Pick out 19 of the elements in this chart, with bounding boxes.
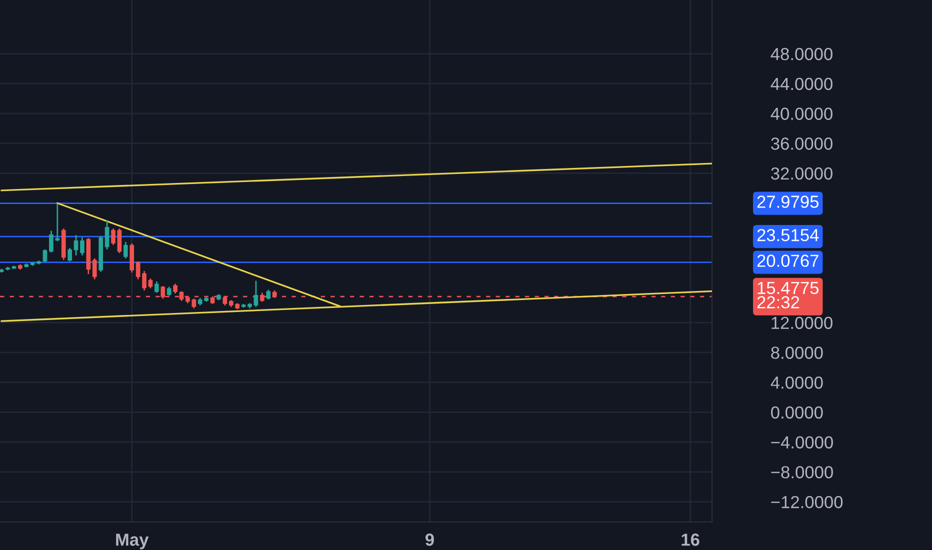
y-tick-label: 8.0000 — [771, 346, 823, 359]
ref-line-label: 23.5154 — [757, 228, 819, 242]
ref-line-label: 27.9795 — [757, 196, 819, 208]
y-tick-label: 40.0000 — [770, 108, 832, 120]
y-tick-label: 12.0000 — [772, 316, 832, 330]
y-tick-label: −8.0000 — [771, 466, 833, 478]
x-tick-label: 9 — [425, 534, 434, 546]
ref-line-label: 20.0767 — [757, 254, 818, 267]
y-tick-label: 32.0000 — [771, 167, 832, 180]
x-tick-label: May — [116, 534, 149, 550]
y-tick-label: 48.0000 — [770, 48, 832, 60]
y-tick-label: 0.0000 — [771, 406, 823, 419]
y-tick-label: 44.0000 — [770, 78, 832, 90]
x-tick-label: 16 — [682, 534, 700, 546]
y-tick-label: −12.0000 — [771, 496, 843, 508]
ref-line-label: 15.4775 22:32 — [757, 282, 819, 308]
y-tick-label: 36.0000 — [771, 138, 832, 150]
y-tick-label: −4.0000 — [771, 436, 833, 449]
y-tick-label: 4.0000 — [770, 376, 823, 389]
